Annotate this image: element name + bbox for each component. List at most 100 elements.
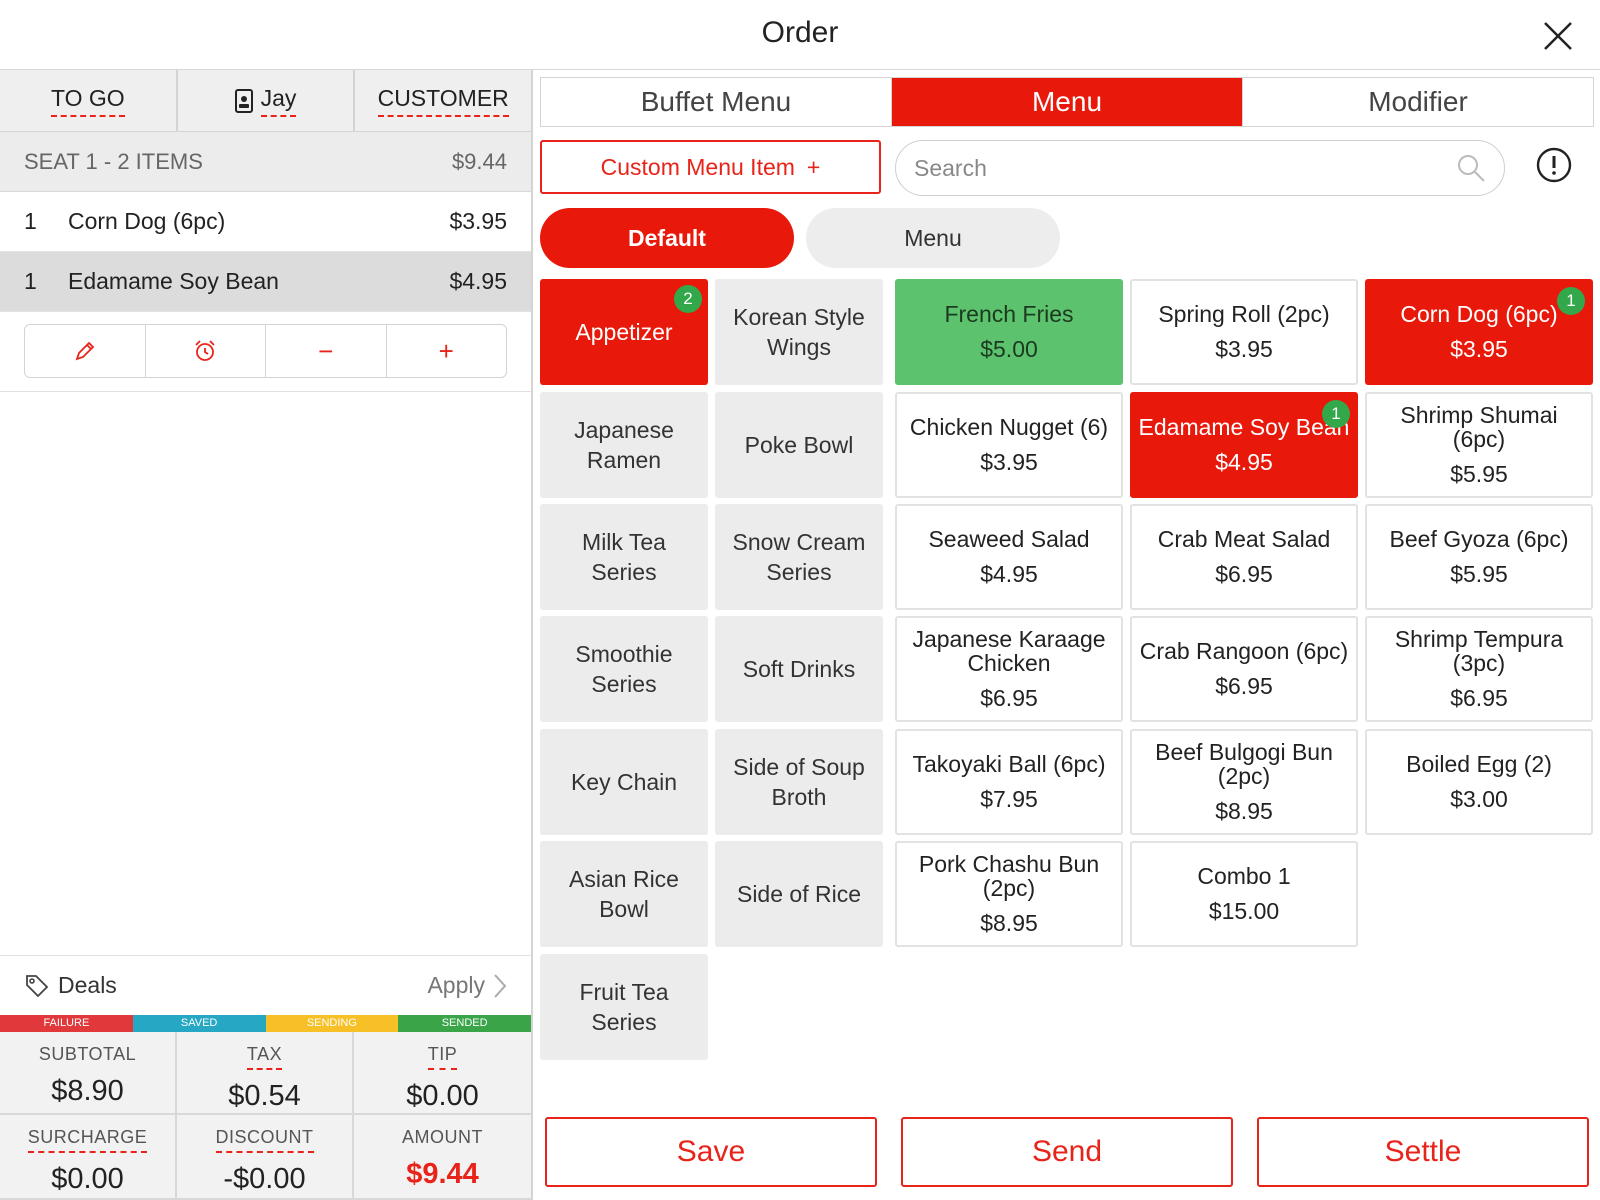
category-appetizer[interactable]: Appetizer 2 [540, 279, 708, 385]
totals-grid: SUBTOTAL $8.90 TAX $0.54 TIP $0.00 SURCH… [0, 1032, 531, 1200]
tax-cell[interactable]: TAX $0.54 [177, 1032, 354, 1115]
category-key-chain[interactable]: Key Chain [540, 729, 708, 835]
deals-row[interactable]: Deals Apply [0, 955, 531, 1015]
tip-label: TIP [427, 1044, 458, 1070]
pencil-icon [75, 341, 95, 361]
menu-item-name: Shrimp Tempura (3pc) [1394, 625, 1564, 676]
tab-menu[interactable]: Menu [892, 78, 1243, 126]
timer-button[interactable] [146, 325, 266, 377]
menu-item-crab-meat-salad[interactable]: Crab Meat Salad $6.95 [1130, 504, 1358, 610]
status-sended: SENDED [398, 1015, 531, 1032]
seat-header[interactable]: SEAT 1 - 2 ITEMS $9.44 [0, 132, 531, 192]
menu-item-edamame-soy-bean[interactable]: Edamame Soy Bean $4.95 1 [1130, 392, 1358, 498]
category-fruit-tea-series[interactable]: Fruit Tea Series [540, 954, 708, 1060]
status-legend: FAILURE SAVED SENDING SENDED [0, 1015, 531, 1032]
discount-cell[interactable]: DISCOUNT -$0.00 [177, 1115, 354, 1200]
custom-menu-item-button[interactable]: Custom Menu Item + [540, 140, 881, 194]
menu-item-name: Crab Meat Salad [1157, 525, 1331, 552]
alert-icon[interactable] [1535, 146, 1573, 184]
tag-icon [26, 974, 49, 997]
category-snow-cream-series[interactable]: Snow Cream Series [715, 504, 883, 610]
menu-item-name: French Fries [944, 300, 1074, 327]
menu-item-price: $3.95 [1450, 335, 1508, 362]
category-soft-drinks[interactable]: Soft Drinks [715, 616, 883, 722]
menu-item-shrimp-tempura[interactable]: Shrimp Tempura (3pc) $6.95 [1365, 616, 1593, 722]
tax-value: $0.54 [228, 1080, 301, 1112]
status-saved: SAVED [132, 1015, 266, 1032]
category-side-of-rice[interactable]: Side of Rice [715, 841, 883, 947]
tip-cell[interactable]: TIP $0.00 [354, 1032, 531, 1115]
tip-value: $0.00 [406, 1080, 479, 1112]
menu-item-shrimp-shumai[interactable]: Shrimp Shumai (6pc) $5.95 [1365, 392, 1593, 498]
menu-item-corn-dog[interactable]: Corn Dog (6pc) $3.95 1 [1365, 279, 1593, 385]
count-badge: 1 [1322, 400, 1350, 428]
plus-icon: + [438, 335, 454, 366]
order-item-row[interactable]: 1 Corn Dog (6pc) $3.95 [0, 192, 531, 252]
menu-item-japanese-karaage-chicken[interactable]: Japanese Karaage Chicken $6.95 [895, 616, 1123, 722]
menu-item-price: $3.95 [980, 448, 1038, 475]
to-go-tab[interactable]: TO GO [0, 70, 178, 131]
menu-item-name: Beef Bulgogi Bun (2pc) [1155, 738, 1333, 789]
menu-item-seaweed-salad[interactable]: Seaweed Salad $4.95 [895, 504, 1123, 610]
menu-item-price: $6.95 [1215, 672, 1273, 699]
menu-item-beef-gyoza[interactable]: Beef Gyoza (6pc) $5.95 [1365, 504, 1593, 610]
menu-filter-button[interactable]: Menu [806, 208, 1060, 268]
decrease-button[interactable]: − [266, 325, 387, 377]
menu-item-price: $5.95 [1450, 460, 1508, 487]
status-sending: SENDING [265, 1015, 399, 1032]
category-label: Appetizer [575, 319, 673, 345]
close-icon[interactable] [1542, 20, 1574, 52]
item-actions-bar: − + [0, 312, 531, 392]
menu-item-boiled-egg[interactable]: Boiled Egg (2) $3.00 [1365, 729, 1593, 835]
menu-item-name: Crab Rangoon (6pc) [1139, 637, 1349, 664]
menu-item-combo-1[interactable]: Combo 1 $15.00 [1130, 841, 1358, 947]
discount-label: DISCOUNT [215, 1127, 314, 1153]
edit-button[interactable] [25, 325, 146, 377]
item-qty: 1 [24, 268, 37, 294]
apply-label: Apply [427, 972, 485, 998]
subtotal-label: SUBTOTAL [38, 1044, 137, 1064]
tab-buffet-menu[interactable]: Buffet Menu [541, 78, 892, 126]
increase-button[interactable]: + [387, 325, 507, 377]
tab-modifier[interactable]: Modifier [1368, 86, 1468, 117]
category-poke-bowl[interactable]: Poke Bowl [715, 392, 883, 498]
deals-apply[interactable]: Apply [427, 972, 507, 999]
item-name: Corn Dog (6pc) [68, 208, 226, 234]
tax-label: TAX [246, 1044, 283, 1070]
save-button[interactable]: Save [545, 1117, 877, 1187]
settle-button[interactable]: Settle [1257, 1117, 1589, 1187]
menu-item-spring-roll[interactable]: Spring Roll (2pc) $3.95 [1130, 279, 1358, 385]
category-milk-tea-series[interactable]: Milk Tea Series [540, 504, 708, 610]
minus-icon: − [318, 335, 334, 366]
menu-item-beef-bulgogi-bun[interactable]: Beef Bulgogi Bun (2pc) $8.95 [1130, 729, 1358, 835]
search-icon[interactable] [1456, 153, 1486, 183]
default-filter-button[interactable]: Default [540, 208, 794, 268]
subtotal-value: $8.90 [51, 1075, 124, 1107]
menu-item-crab-rangoon[interactable]: Crab Rangoon (6pc) $6.95 [1130, 616, 1358, 722]
menu-item-takoyaki-ball[interactable]: Takoyaki Ball (6pc) $7.95 [895, 729, 1123, 835]
amount-cell: AMOUNT $9.44 [354, 1115, 531, 1200]
category-asian-rice-bowl[interactable]: Asian Rice Bowl [540, 841, 708, 947]
category-korean-style-wings[interactable]: Korean Style Wings [715, 279, 883, 385]
menu-item-price: $7.95 [980, 785, 1038, 812]
page-title: Order [761, 16, 839, 49]
category-japanese-ramen[interactable]: Japanese Ramen [540, 392, 708, 498]
alarm-clock-icon [195, 340, 215, 361]
search-input[interactable] [914, 154, 1456, 182]
customer-tab[interactable]: CUSTOMER [355, 70, 531, 131]
menu-item-chicken-nugget[interactable]: Chicken Nugget (6) $3.95 [895, 392, 1123, 498]
category-side-of-soup-broth[interactable]: Side of Soup Broth [715, 729, 883, 835]
amount-label: AMOUNT [402, 1127, 483, 1147]
search-box[interactable] [895, 140, 1505, 196]
menu-item-pork-chashu-bun[interactable]: Pork Chashu Bun (2pc) $8.95 [895, 841, 1123, 947]
send-button[interactable]: Send [901, 1117, 1233, 1187]
menu-item-name: Pork Chashu Bun (2pc) [918, 850, 1100, 901]
menu-item-price: $3.00 [1450, 785, 1508, 812]
count-badge: 1 [1557, 287, 1585, 315]
category-smoothie-series[interactable]: Smoothie Series [540, 616, 708, 722]
chevron-right-icon [494, 973, 507, 998]
order-item-row[interactable]: 1 Edamame Soy Bean $4.95 [0, 252, 531, 312]
server-tab[interactable]: Jay [178, 70, 356, 131]
menu-item-french-fries[interactable]: French Fries $5.00 [895, 279, 1123, 385]
surcharge-cell[interactable]: SURCHARGE $0.00 [0, 1115, 177, 1200]
